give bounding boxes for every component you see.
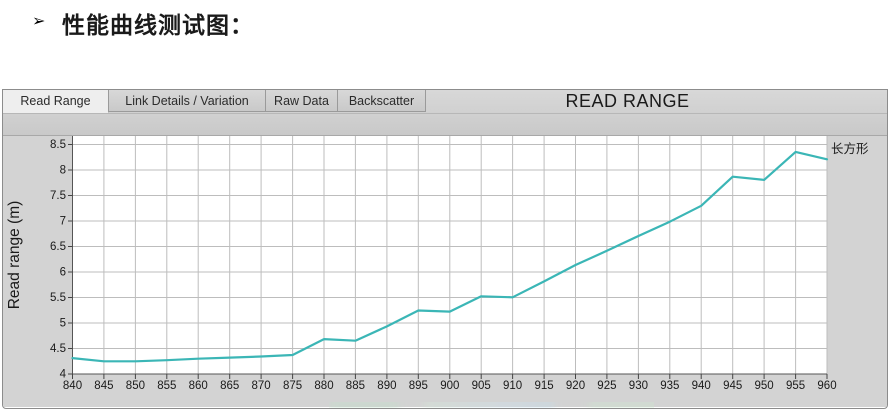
svg-text:4: 4: [60, 369, 67, 381]
svg-text:8.5: 8.5: [50, 139, 66, 151]
svg-text:860: 860: [189, 380, 208, 392]
svg-text:890: 890: [377, 380, 396, 392]
svg-text:950: 950: [755, 380, 774, 392]
svg-text:905: 905: [472, 380, 491, 392]
svg-text:915: 915: [535, 380, 554, 392]
svg-text:925: 925: [597, 380, 616, 392]
svg-text:845: 845: [94, 380, 113, 392]
svg-text:920: 920: [566, 380, 585, 392]
svg-text:6: 6: [60, 267, 66, 279]
svg-text:960: 960: [817, 380, 836, 392]
svg-text:910: 910: [503, 380, 522, 392]
svg-text:945: 945: [723, 380, 742, 392]
svg-text:850: 850: [126, 380, 145, 392]
svg-text:7: 7: [60, 216, 66, 228]
svg-text:Read range (m): Read range (m): [6, 201, 23, 310]
svg-text:885: 885: [346, 380, 365, 392]
svg-text:6.5: 6.5: [50, 241, 66, 253]
svg-text:855: 855: [157, 380, 176, 392]
svg-text:5: 5: [60, 318, 66, 330]
svg-text:900: 900: [440, 380, 459, 392]
svg-text:8: 8: [60, 165, 66, 177]
svg-text:955: 955: [786, 380, 805, 392]
svg-text:7.5: 7.5: [50, 190, 66, 202]
svg-text:865: 865: [220, 380, 239, 392]
svg-text:870: 870: [252, 380, 271, 392]
svg-text:长方形: 长方形: [831, 138, 869, 157]
svg-text:5.5: 5.5: [50, 292, 66, 304]
svg-text:940: 940: [692, 380, 711, 392]
svg-text:840: 840: [63, 380, 82, 392]
svg-text:935: 935: [660, 380, 679, 392]
svg-text:930: 930: [629, 380, 648, 392]
svg-text:4.5: 4.5: [50, 343, 66, 355]
svg-text:895: 895: [409, 380, 428, 392]
svg-text:875: 875: [283, 380, 302, 392]
svg-text:880: 880: [314, 380, 333, 392]
